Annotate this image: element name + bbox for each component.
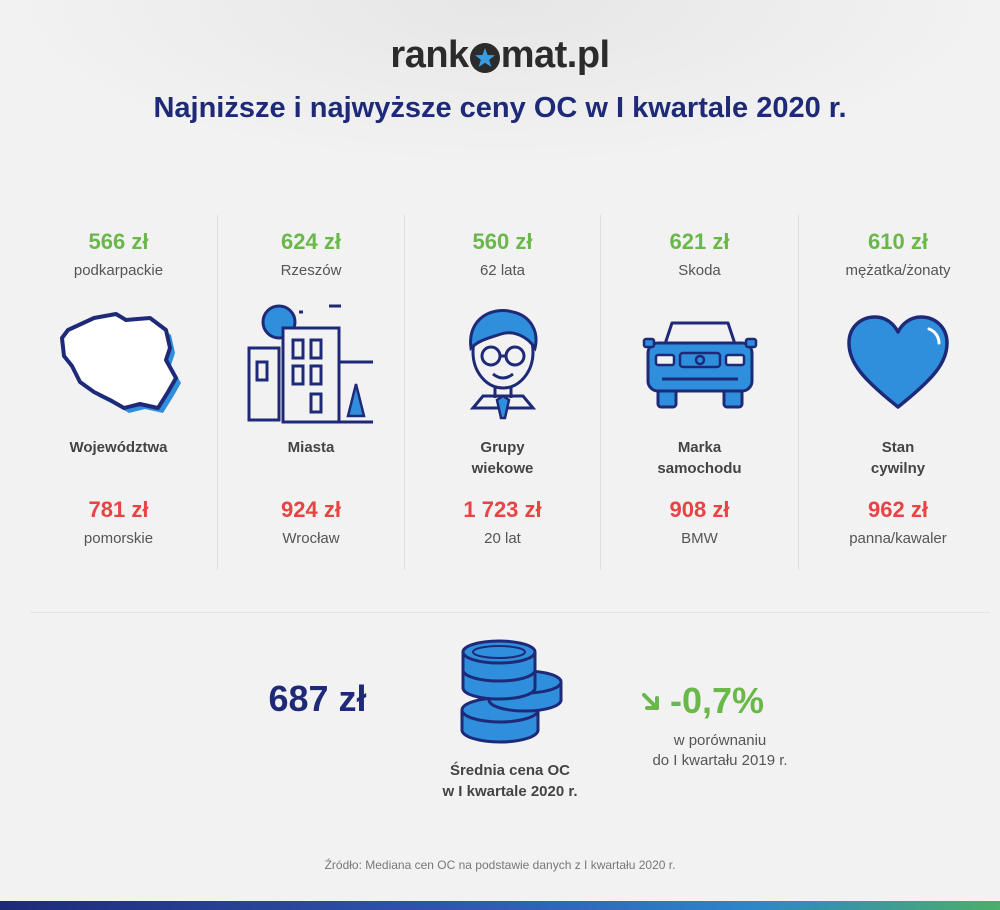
change-desc-line-2: do I kwartału 2019 r. — [652, 752, 788, 769]
categories-grid: 566 zł podkarpackie Województwa 781 zł p… — [20, 215, 1000, 570]
category-column-car-brand: 621 zł Skoda Marka samochodu 908 zł BMW — [601, 215, 799, 570]
highest-label: BMW — [681, 530, 718, 547]
category-name: Miasta — [218, 437, 404, 458]
highest-price: 908 zł — [669, 497, 730, 522]
source-note: Źródło: Mediana cen OC na podstawie dany… — [324, 858, 676, 872]
arrow-down-right-icon — [640, 680, 662, 722]
category-name: Grupy wiekowe — [405, 437, 600, 479]
category-name: Marka samochodu — [601, 437, 798, 479]
average-label-line-2: w I kwartale 2020 r. — [442, 783, 578, 800]
category-name-line-1: Miasta — [287, 439, 335, 456]
category-column-age-groups: 560 zł 62 lata Grupy wiekowe 1 723 zł 20… — [405, 215, 601, 570]
category-name-line-2: samochodu — [657, 460, 742, 477]
bottom-gradient-bar — [0, 901, 1000, 910]
page-title: Najniższe i najwyższe ceny OC w I kwarta… — [153, 92, 847, 124]
price-change-value: -0,7% — [670, 680, 765, 721]
header-background — [0, 0, 1000, 170]
highest-price: 962 zł — [868, 497, 928, 522]
category-name-line-1: Województwa — [69, 439, 168, 456]
section-divider — [30, 612, 990, 613]
category-column-cities: 624 zł Rzeszów Miasta 924 — [218, 215, 405, 570]
category-name: Województwa — [20, 437, 217, 458]
brand-logo: rank mat.pl — [0, 34, 1000, 77]
price-change: -0,7% — [640, 680, 800, 722]
poland-map-icon — [20, 300, 217, 425]
logo-text-start: rank — [390, 34, 469, 76]
lowest-label: podkarpackie — [73, 262, 164, 279]
coins-stack-icon — [455, 638, 565, 753]
average-price-label: Średnia cena OC w I kwartale 2020 r. — [410, 760, 610, 802]
lowest-label: mężatka/żonaty — [845, 262, 951, 279]
lowest-price: 566 zł — [88, 229, 149, 254]
highest-label: panna/kawaler — [849, 530, 947, 547]
highest-price: 924 zł — [281, 497, 341, 522]
city-buildings-icon — [218, 300, 404, 425]
highest-price: 1 723 zł — [463, 497, 542, 522]
average-label-line-1: Średnia cena OC — [449, 762, 571, 779]
category-name-line-1: Grupy — [480, 439, 525, 456]
lowest-label: Rzeszów — [280, 262, 342, 279]
category-name-line-2: wiekowe — [471, 460, 534, 477]
lowest-price: 610 zł — [868, 229, 928, 254]
highest-label: 20 lat — [484, 530, 521, 547]
lowest-price: 624 zł — [281, 229, 341, 254]
price-change-description: w porównaniu do I kwartału 2019 r. — [615, 731, 825, 771]
category-column-regions: 566 zł podkarpackie Województwa 781 zł p… — [20, 215, 218, 570]
lowest-label: Skoda — [678, 262, 721, 279]
change-desc-line-1: w porównaniu — [673, 732, 767, 749]
category-name-line-2: cywilny — [870, 460, 926, 477]
highest-label: Wrocław — [282, 530, 340, 547]
star-icon — [469, 42, 500, 73]
category-name: Stan cywilny — [799, 437, 997, 479]
heart-icon — [799, 300, 997, 425]
average-price-value: 687 zł — [268, 678, 367, 719]
highest-price: 781 zł — [88, 497, 149, 522]
category-name-line-1: Marka — [677, 439, 722, 456]
lowest-label: 62 lata — [479, 262, 526, 279]
lowest-price: 621 zł — [669, 229, 730, 254]
category-name-line-1: Stan — [881, 439, 915, 456]
lowest-price: 560 zł — [472, 229, 533, 254]
highest-label: pomorskie — [83, 530, 154, 547]
category-column-marital-status: 610 zł mężatka/żonaty Stan cywilny 962 z… — [799, 215, 997, 570]
logo-text-end: mat.pl — [500, 34, 610, 76]
car-front-icon — [601, 300, 798, 425]
person-glasses-icon — [405, 300, 600, 425]
